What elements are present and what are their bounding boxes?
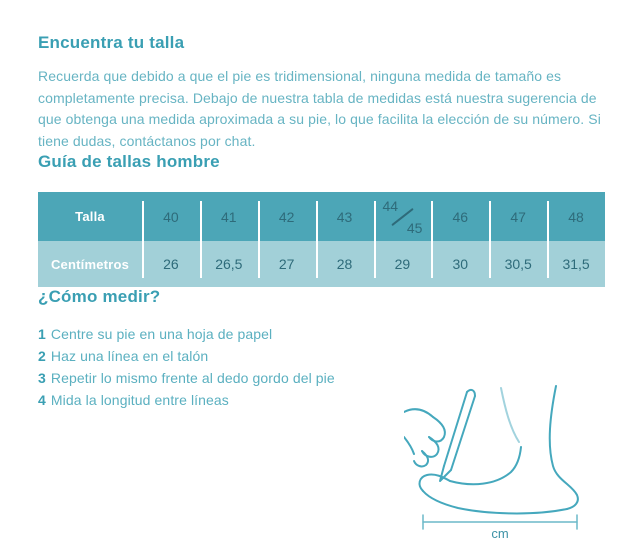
step-text: Repetir lo mismo frente al dedo gordo de… — [50, 370, 335, 386]
step-number: 1 — [38, 326, 46, 342]
size-cell-split: 44 45 — [374, 192, 432, 241]
step-4: 4 Mida la longitud entre líneas — [38, 389, 605, 411]
how-to-measure-title: ¿Cómo medir? — [38, 287, 161, 306]
step-text: Haz una línea en el talón — [50, 348, 209, 364]
table-row-sizes: Talla 40 41 42 43 44 45 46 47 48 — [38, 192, 605, 241]
cm-cell: 28 — [336, 256, 353, 272]
row-label-centimetros: Centímetros — [50, 256, 130, 272]
cm-cell: 27 — [278, 256, 295, 272]
cm-cell: 26 — [163, 256, 179, 272]
column-divider — [199, 201, 202, 278]
size-cell: 46 — [452, 208, 469, 225]
size-cell: 48 — [568, 208, 584, 225]
step-number: 3 — [38, 370, 46, 386]
intro-paragraph: Recuerda que debido a que el pie es trid… — [38, 68, 601, 149]
foot-measurement-illustration: cm — [404, 382, 604, 540]
size-cell: 43 — [336, 208, 353, 225]
cm-label: cm — [491, 526, 508, 540]
column-divider — [547, 201, 550, 278]
size-44-45: 44 45 — [380, 198, 424, 236]
size-table: Talla 40 41 42 43 44 45 46 47 48 Centíme… — [38, 192, 605, 287]
step-3: 3 Repetir lo mismo frente al dedo gordo d… — [38, 367, 605, 389]
column-divider — [142, 201, 144, 278]
step-text: Mida la longitud entre líneas — [50, 392, 229, 408]
column-divider — [257, 201, 260, 278]
size-45: 45 — [406, 219, 423, 236]
table-row-centimeters: Centímetros 26 26,5 27 28 29 30 30,5 31,… — [38, 241, 605, 287]
step-1: 1 Centre su pie en una hoja de papel — [38, 323, 605, 345]
step-number: 4 — [38, 392, 46, 408]
column-divider — [431, 201, 434, 278]
step-number: 2 — [38, 348, 46, 364]
cm-cell: 30 — [452, 256, 469, 272]
measure-line — [422, 514, 578, 530]
size-cell: 40 — [163, 208, 179, 225]
column-divider — [373, 201, 376, 278]
page-title: Encuentra tu talla — [38, 33, 185, 52]
size-cell: 41 — [221, 208, 237, 225]
size-cell: 42 — [278, 208, 295, 225]
column-divider — [315, 201, 318, 278]
cm-cell: 29 — [394, 256, 411, 272]
main-content: Encuentra tu talla Recuerda que debido a… — [38, 33, 605, 411]
step-text: Centre su pie en una hoja de papel — [50, 326, 273, 342]
foot-pencil-drawing-icon: cm — [404, 385, 579, 540]
column-divider — [489, 201, 492, 278]
size-cell: 47 — [510, 208, 526, 225]
measure-steps: 1 Centre su pie en una hoja de papel 2 Haz… — [38, 323, 605, 411]
cm-cell: 30,5 — [504, 256, 532, 272]
cm-cell: 26,5 — [215, 256, 243, 272]
row-label-talla: Talla — [75, 209, 105, 224]
cm-cell: 31,5 — [562, 256, 590, 272]
step-2: 2 Haz una línea en el talón — [38, 345, 605, 367]
size-guide-title: Guía de tallas hombre — [38, 152, 220, 171]
size-44: 44 — [382, 197, 399, 214]
